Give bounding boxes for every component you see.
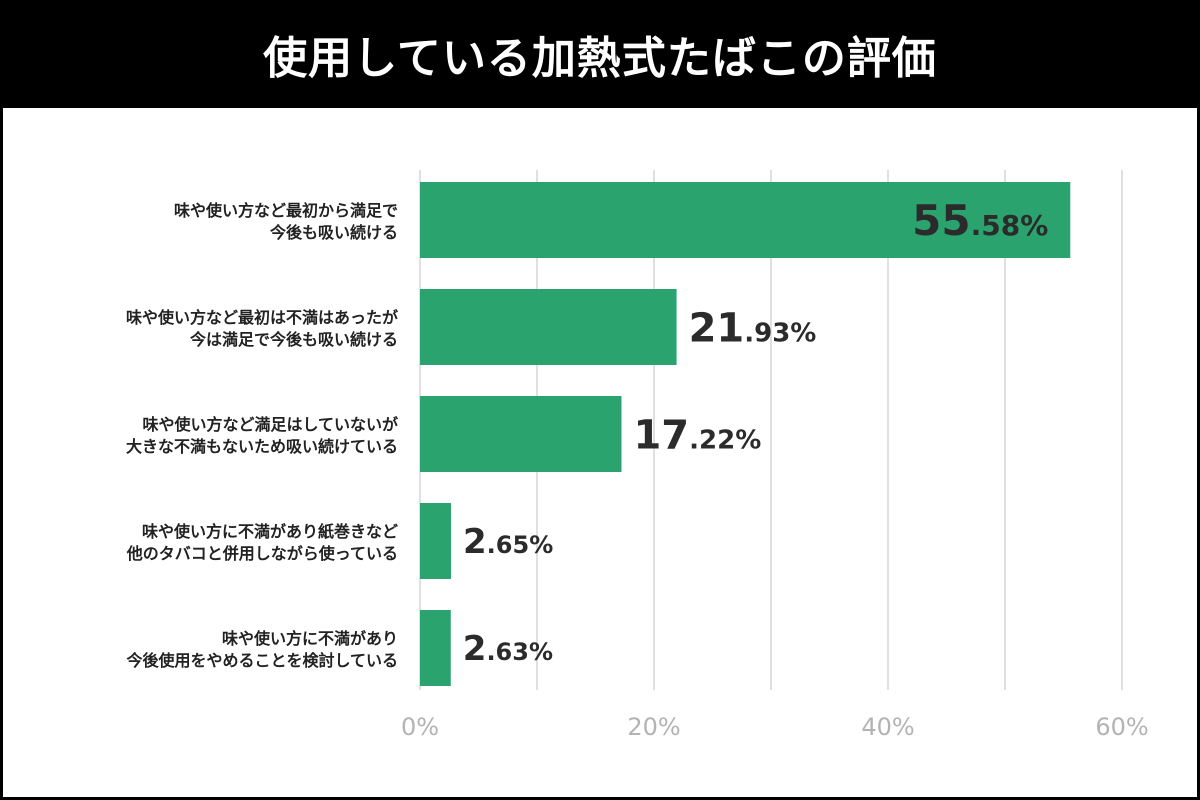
category-label: 味や使い方など最初から満足で今後も吸い続ける <box>174 201 398 242</box>
category-label: 味や使い方に不満があり紙巻きなど他のタバコと併用しながら使っている <box>126 522 398 563</box>
bar <box>420 396 622 472</box>
value-label: 17.22% <box>633 412 761 458</box>
value-label: 21.93% <box>689 305 817 351</box>
category-label-line: 今後使用をやめることを検討している <box>125 651 398 670</box>
value-label-integer: 55 <box>912 196 970 245</box>
x-tick-label: 0% <box>401 713 439 741</box>
value-label-decimal: .22% <box>689 425 761 455</box>
chart-title: 使用している加熱式たばこの評価 <box>263 33 937 84</box>
category-label-line: 味や使い方など最初は不満はあったが <box>126 308 398 327</box>
value-label: 2.63% <box>463 629 553 669</box>
category-label: 味や使い方など満足はしていないが大きな不満もないため吸い続けている <box>126 415 398 456</box>
value-label-integer: 21 <box>689 305 745 351</box>
category-label: 味や使い方に不満があり今後使用をやめることを検討している <box>125 629 398 670</box>
category-label-line: 大きな不満もないため吸い続けている <box>126 437 398 456</box>
category-label-line: 味や使い方など満足はしていないが <box>142 415 398 434</box>
value-label-integer: 2 <box>463 629 487 669</box>
category-label-line: 味や使い方など最初から満足で <box>174 201 398 220</box>
value-label: 55.58% <box>912 196 1048 245</box>
x-tick-label: 60% <box>1095 713 1148 741</box>
bar <box>420 289 677 365</box>
value-label-decimal: .93% <box>744 318 816 348</box>
x-tick-label: 20% <box>627 713 680 741</box>
value-label-decimal: .58% <box>971 209 1049 242</box>
bar <box>420 503 452 579</box>
category-label-line: 味や使い方に不満があり紙巻きなど <box>142 522 398 541</box>
bar <box>420 182 1071 258</box>
value-label-integer: 2 <box>463 522 487 562</box>
value-label: 2.65% <box>463 522 553 562</box>
x-tick-label: 40% <box>861 713 914 741</box>
value-label-decimal: .63% <box>486 638 553 666</box>
value-label-decimal: .65% <box>487 531 554 559</box>
category-label: 味や使い方など最初は不満はあったが今は満足で今後も吸い続ける <box>126 308 398 349</box>
category-label-line: 今後も吸い続ける <box>269 223 398 242</box>
category-label-line: 今は満足で今後も吸い続ける <box>189 330 398 349</box>
category-label-line: 他のタバコと併用しながら使っている <box>126 544 398 563</box>
bar <box>420 610 451 686</box>
category-label-line: 味や使い方に不満があり <box>222 629 398 648</box>
value-label-integer: 17 <box>633 412 689 458</box>
